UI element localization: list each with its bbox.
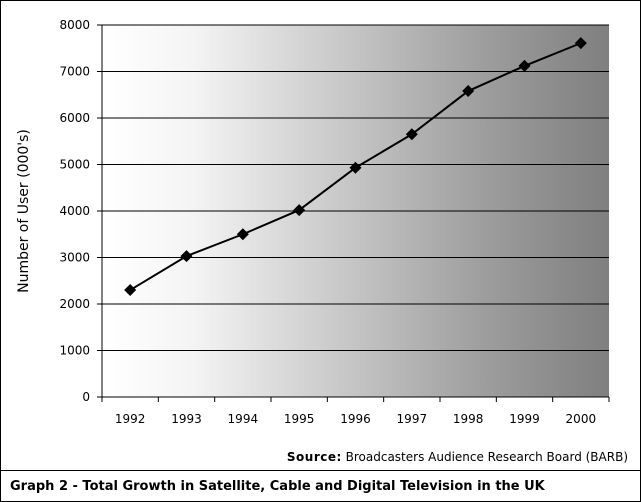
x-tick-label: 1999 — [509, 412, 540, 426]
y-tick-label: 1000 — [59, 344, 90, 358]
x-tick-label: 1998 — [453, 412, 484, 426]
x-tick-label: 1995 — [284, 412, 315, 426]
data-point-marker — [124, 284, 137, 297]
y-tick-labels: 0 1000 2000 3000 4000 5000 6000 7000 8000 — [59, 18, 90, 404]
x-tick-label: 2000 — [566, 412, 597, 426]
y-tick-label: 2000 — [59, 297, 90, 311]
y-tick-label: 7000 — [59, 65, 90, 79]
data-point-marker — [349, 161, 362, 174]
axes — [97, 24, 610, 402]
source-label: Source: — [286, 450, 342, 464]
source-text: Broadcasters Audience Research Board (BA… — [345, 450, 628, 464]
x-tick-label: 1992 — [115, 412, 146, 426]
y-axis-title: Number of User (000's) — [16, 129, 32, 293]
data-point-marker — [293, 204, 306, 217]
caption-divider — [0, 470, 641, 471]
x-tick-label: 1994 — [228, 412, 259, 426]
data-point-marker — [405, 128, 418, 141]
gridlines — [102, 24, 609, 351]
x-tick-label: 1996 — [340, 412, 371, 426]
data-point-marker — [180, 250, 193, 263]
source-note: Source: Broadcasters Audience Research B… — [0, 450, 628, 464]
y-tick-label: 0 — [82, 390, 90, 404]
y-tick-label: 8000 — [59, 18, 90, 32]
data-point-marker — [574, 37, 587, 50]
x-tick-label: 1997 — [397, 412, 428, 426]
series-layer — [124, 37, 587, 297]
x-tick-labels: 1992 1993 1994 1995 1996 1997 1998 1999 2000 — [115, 412, 596, 426]
data-point-marker — [518, 59, 531, 72]
y-tick-label: 5000 — [59, 158, 90, 172]
y-tick-label: 3000 — [59, 251, 90, 265]
figure-caption: Graph 2 - Total Growth in Satellite, Cab… — [10, 479, 545, 494]
y-tick-label: 6000 — [59, 111, 90, 125]
data-point-marker — [462, 85, 475, 98]
x-tick-label: 1993 — [171, 412, 202, 426]
data-point-marker — [236, 228, 249, 241]
y-tick-label: 4000 — [59, 204, 90, 218]
